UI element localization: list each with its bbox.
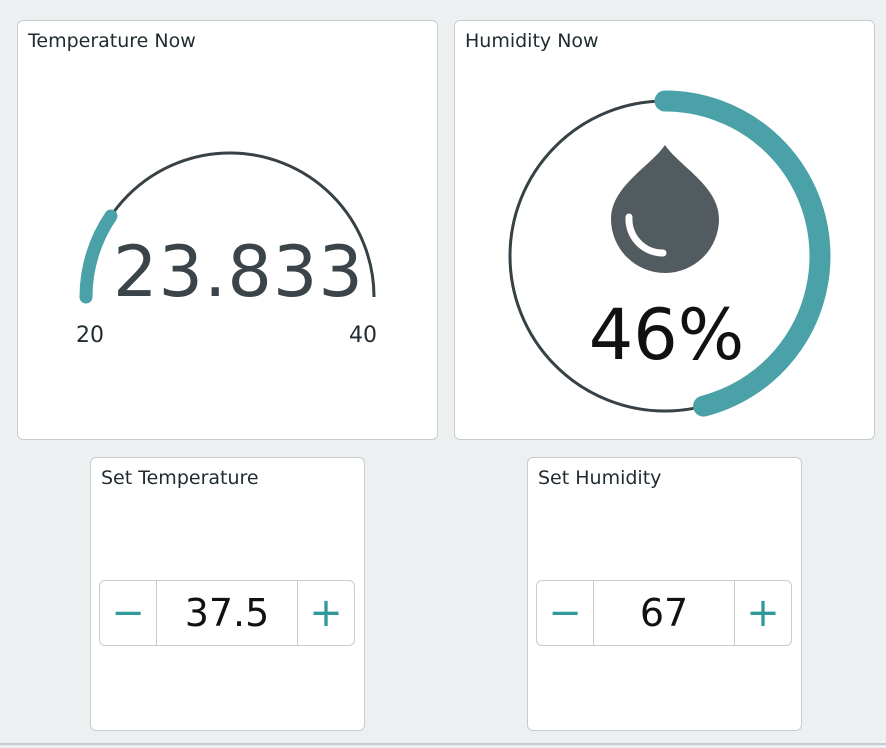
humidity-stepper: − 67 + <box>536 580 792 646</box>
decrement-button[interactable]: − <box>100 581 157 645</box>
temperature-now-widget: Temperature Now 23.833 20 40 <box>17 20 438 440</box>
gauge-fill <box>654 90 831 417</box>
widget-title: Set Humidity <box>538 467 662 489</box>
temperature-value: 23.833 <box>113 231 364 313</box>
increment-button[interactable]: + <box>734 581 791 645</box>
stepper-value[interactable]: 67 <box>639 591 689 635</box>
decrement-button[interactable]: − <box>537 581 594 645</box>
set-temperature-widget: Set Temperature − 37.5 + <box>90 457 365 731</box>
set-humidity-widget: Set Humidity − 67 + <box>527 457 802 731</box>
widget-title: Set Temperature <box>101 467 259 489</box>
humidity-now-widget: Humidity Now 46% <box>454 20 875 440</box>
divider <box>0 743 886 745</box>
widget-title: Temperature Now <box>28 30 196 52</box>
increment-button[interactable]: + <box>297 581 354 645</box>
temperature-stepper: − 37.5 + <box>99 580 355 646</box>
gauge-min-label: 20 <box>76 323 104 348</box>
widget-title: Humidity Now <box>465 30 599 52</box>
gauge-fill <box>79 209 118 304</box>
humidity-value: 46% <box>588 294 745 376</box>
stepper-value[interactable]: 37.5 <box>184 591 270 635</box>
humidity-gauge <box>508 90 831 417</box>
temperature-gauge <box>79 151 376 304</box>
gauge-max-label: 40 <box>349 323 377 348</box>
water-drop-icon <box>611 145 719 273</box>
